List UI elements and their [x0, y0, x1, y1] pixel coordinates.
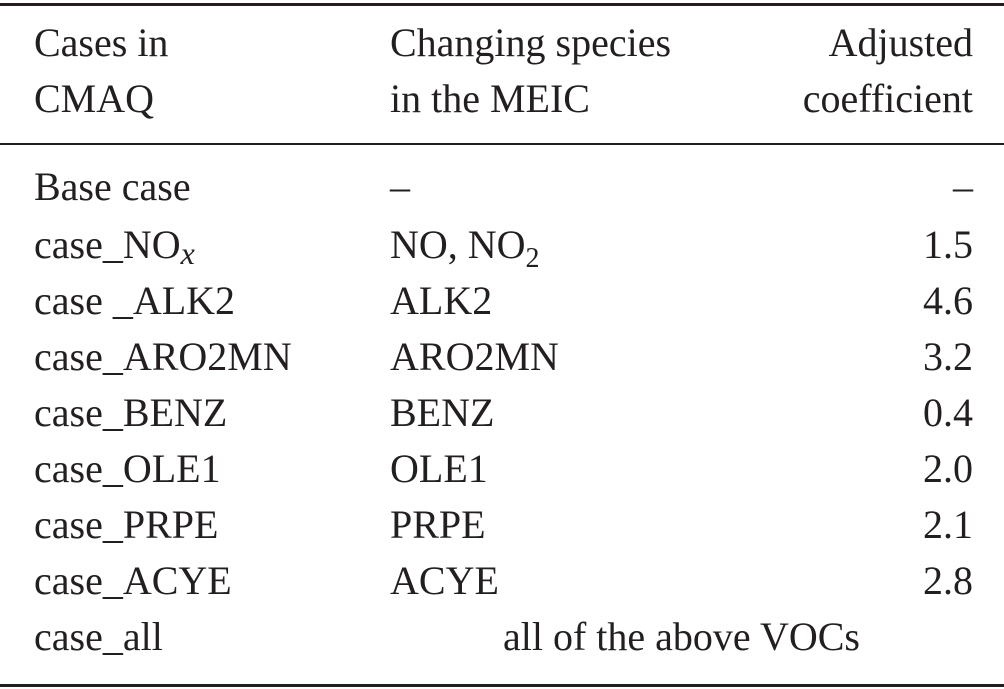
row-5-coefficient: 2.0	[923, 446, 973, 491]
header-species-line2: in the MEIC	[390, 76, 590, 121]
table-header-rule	[0, 143, 1004, 145]
row-3-species: ARO2MN	[390, 334, 559, 379]
row-2-coefficient: 4.6	[923, 278, 973, 323]
row-7-coefficient: 2.8	[923, 558, 973, 603]
row-8-case: case_all	[34, 614, 163, 659]
row-8-species-span: all of the above VOCs	[503, 614, 860, 659]
row-7-case: case_ACYE	[34, 558, 232, 603]
row-1-species-base: NO, NO	[390, 222, 526, 267]
row-0-coefficient: –	[953, 164, 973, 209]
row-0-case: Base case	[34, 164, 191, 209]
header-species-line1: Changing species	[390, 20, 672, 65]
table-top-rule	[0, 3, 1004, 6]
table-bottom-rule	[0, 684, 1004, 687]
row-3-case: case_ARO2MN	[34, 334, 292, 379]
row-1-species: NO, NO2	[390, 222, 540, 274]
row-0-species: –	[390, 164, 410, 209]
row-2-case: case _ALK2	[34, 278, 236, 323]
row-1-species-subscript: 2	[525, 243, 540, 274]
row-1-case: case_NOx	[34, 222, 195, 271]
row-6-species: PRPE	[390, 502, 486, 547]
row-3-coefficient: 3.2	[923, 334, 973, 379]
row-1-case-base: case_NO	[34, 222, 181, 267]
row-5-case: case_OLE1	[34, 446, 221, 491]
row-5-species: OLE1	[390, 446, 488, 491]
row-1-coefficient: 1.5	[923, 222, 973, 267]
header-cases-line2: CMAQ	[34, 76, 155, 121]
row-6-coefficient: 2.1	[923, 502, 973, 547]
row-6-case: case_PRPE	[34, 502, 219, 547]
header-coefficient-line2: coefficient	[802, 76, 973, 121]
row-2-species: ALK2	[390, 278, 493, 323]
header-cases-line1: Cases in	[34, 20, 169, 65]
row-4-case: case_BENZ	[34, 390, 228, 435]
header-coefficient-line1: Adjusted	[828, 20, 973, 65]
row-4-species: BENZ	[390, 390, 495, 435]
row-7-species: ACYE	[390, 558, 499, 603]
row-1-case-subscript: x	[180, 235, 195, 271]
row-4-coefficient: 0.4	[923, 390, 973, 435]
